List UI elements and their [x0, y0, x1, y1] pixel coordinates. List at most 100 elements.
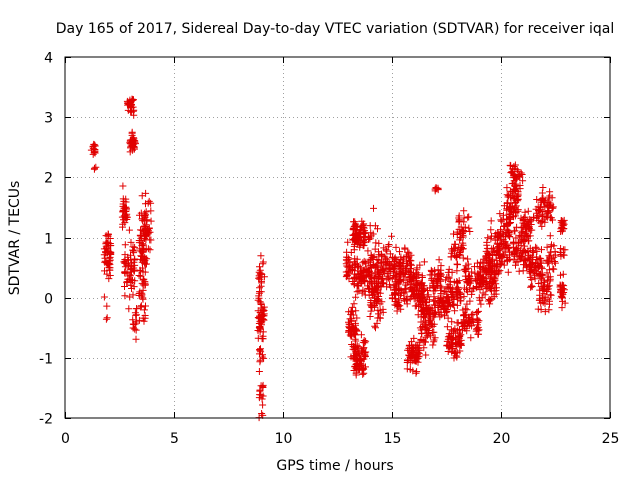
data-point	[101, 267, 108, 275]
data-point	[422, 301, 430, 309]
data-point	[449, 345, 457, 352]
data-point	[360, 257, 368, 265]
data-point	[136, 288, 144, 296]
data-point	[407, 273, 415, 281]
data-point	[90, 148, 98, 156]
plot-frame	[64, 56, 611, 419]
data-point	[147, 199, 155, 207]
data-points	[87, 95, 569, 422]
data-point	[499, 251, 507, 259]
data-point	[547, 214, 555, 222]
data-point	[512, 198, 520, 206]
data-point	[378, 259, 386, 267]
data-point	[361, 278, 369, 286]
data-point	[366, 313, 374, 320]
data-point	[451, 350, 458, 357]
data-point	[360, 236, 367, 244]
data-point	[376, 314, 384, 322]
data-point	[360, 266, 368, 274]
x-tick-label: 15	[384, 431, 402, 447]
data-point	[372, 274, 380, 282]
data-point	[538, 271, 546, 279]
data-point	[443, 323, 451, 331]
data-point	[388, 232, 395, 240]
data-point	[533, 256, 541, 263]
data-point	[546, 201, 554, 209]
data-point	[389, 253, 396, 261]
data-point	[503, 184, 511, 192]
data-point	[92, 163, 100, 171]
data-point	[351, 218, 359, 226]
data-point	[260, 310, 268, 318]
data-point	[129, 243, 137, 251]
data-point	[501, 238, 509, 246]
data-point	[142, 208, 150, 216]
data-point	[142, 232, 149, 240]
data-point	[259, 401, 267, 409]
data-point	[461, 272, 469, 280]
data-point	[457, 331, 465, 339]
data-point	[127, 238, 135, 246]
data-point	[466, 228, 474, 235]
data-point	[361, 351, 369, 359]
data-point	[451, 307, 459, 315]
data-point	[125, 275, 133, 283]
data-point	[537, 255, 545, 263]
data-point	[415, 353, 423, 361]
y-tick-label: 0	[44, 292, 53, 308]
data-point	[495, 246, 503, 254]
x-tick-label: 0	[61, 431, 70, 447]
data-point	[538, 263, 545, 271]
data-point	[373, 256, 381, 263]
data-point	[392, 271, 400, 279]
data-point	[401, 297, 409, 305]
data-point	[406, 366, 414, 373]
y-tick-label: -1	[39, 352, 53, 368]
data-point	[447, 326, 455, 334]
axis-ticks: 0 5 10 15 20 25 -2 -1 0 1 2 3 4	[39, 51, 619, 448]
data-point	[135, 237, 143, 244]
data-point	[136, 266, 144, 274]
data-point	[538, 285, 546, 293]
data-point	[128, 95, 136, 103]
data-point	[499, 216, 507, 224]
data-point	[533, 247, 541, 255]
data-point	[534, 211, 542, 219]
data-point	[481, 291, 489, 299]
data-point	[529, 246, 536, 254]
data-point	[464, 273, 472, 281]
data-point	[412, 353, 420, 361]
data-point	[350, 331, 358, 338]
data-point	[147, 217, 155, 225]
data-point	[417, 336, 425, 343]
data-point	[125, 256, 132, 264]
data-point	[519, 219, 527, 227]
data-point	[143, 226, 151, 233]
data-point	[418, 279, 426, 287]
data-point	[475, 317, 483, 325]
data-point	[437, 305, 445, 313]
data-point	[361, 238, 369, 246]
data-point	[413, 266, 421, 274]
data-point	[378, 266, 386, 274]
data-point	[430, 297, 438, 305]
data-point	[543, 288, 550, 295]
data-point	[131, 243, 139, 251]
data-point	[424, 291, 432, 299]
data-point	[438, 298, 446, 306]
data-point	[531, 275, 539, 283]
data-point	[370, 261, 378, 268]
data-point	[510, 239, 518, 247]
data-point	[260, 354, 268, 362]
data-point	[121, 269, 129, 276]
data-point	[476, 296, 484, 304]
data-point	[376, 271, 384, 278]
data-point	[384, 259, 392, 267]
data-point	[456, 347, 464, 355]
data-point	[460, 284, 468, 292]
data-point	[105, 257, 113, 265]
data-point	[371, 274, 378, 282]
data-point	[410, 295, 418, 303]
data-point	[551, 248, 559, 256]
data-point	[463, 288, 471, 296]
